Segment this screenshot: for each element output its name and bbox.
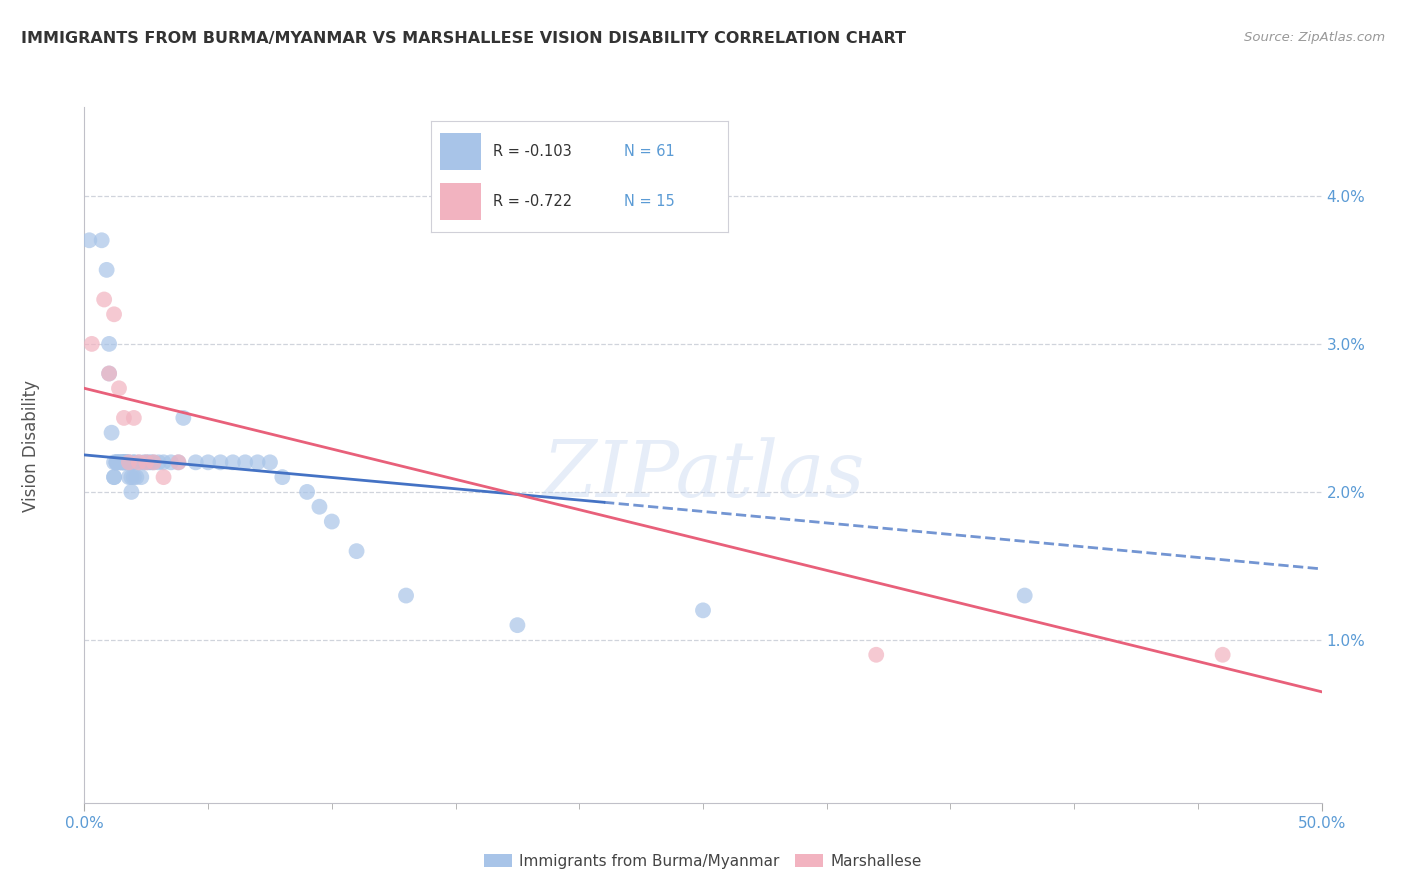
Point [112, 455, 135, 469]
Point [246, 455, 269, 469]
Point [142, 455, 165, 469]
Point [118, 455, 141, 469]
Point [98, 337, 121, 351]
Point [152, 470, 174, 484]
Point [118, 470, 141, 484]
Point [103, 470, 125, 484]
Point [108, 455, 131, 469]
Point [103, 470, 125, 484]
Point [93, 293, 115, 307]
Text: ZIPatlas: ZIPatlas [541, 438, 865, 514]
Point [308, 500, 330, 514]
Point [96, 263, 118, 277]
Text: Vision Disability: Vision Disability [22, 380, 39, 512]
Point [865, 648, 887, 662]
Point [100, 425, 122, 440]
Text: Source: ZipAtlas.com: Source: ZipAtlas.com [1244, 31, 1385, 45]
Point [222, 455, 245, 469]
Point [122, 455, 145, 469]
Point [105, 455, 128, 469]
Point [1212, 648, 1234, 662]
Point [105, 455, 128, 469]
Point [129, 470, 152, 484]
Point [108, 381, 131, 395]
Point [1014, 589, 1036, 603]
Point [395, 589, 418, 603]
Point [506, 618, 529, 632]
Point [142, 455, 165, 469]
Point [209, 455, 232, 469]
Point [148, 455, 170, 469]
Point [115, 455, 138, 469]
Point [80, 337, 103, 351]
Point [167, 455, 190, 469]
Point [98, 367, 121, 381]
Point [271, 470, 294, 484]
Point [118, 455, 141, 469]
Point [115, 455, 138, 469]
Point [172, 411, 194, 425]
Point [122, 411, 145, 425]
Point [103, 307, 125, 321]
Point [120, 484, 142, 499]
Point [118, 455, 141, 469]
Point [259, 455, 281, 469]
Point [132, 455, 155, 469]
Point [112, 455, 135, 469]
Point [112, 455, 135, 469]
Point [90, 233, 112, 247]
Point [112, 455, 135, 469]
Point [346, 544, 368, 558]
Point [135, 455, 157, 469]
Point [108, 455, 131, 469]
Point [197, 455, 219, 469]
Point [98, 367, 121, 381]
Point [115, 455, 138, 469]
Point [184, 455, 207, 469]
Legend: Immigrants from Burma/Myanmar, Marshallese: Immigrants from Burma/Myanmar, Marshalle… [478, 848, 928, 875]
Point [103, 455, 125, 469]
Point [128, 455, 150, 469]
Point [112, 411, 135, 425]
Point [160, 455, 183, 469]
Point [138, 455, 160, 469]
Point [295, 484, 318, 499]
Point [79, 233, 101, 247]
Point [120, 470, 142, 484]
Point [141, 455, 163, 469]
Point [692, 603, 714, 617]
Point [135, 455, 157, 469]
Point [125, 470, 148, 484]
Point [233, 455, 256, 469]
Point [152, 455, 174, 469]
Point [110, 455, 132, 469]
Point [122, 470, 145, 484]
Text: IMMIGRANTS FROM BURMA/MYANMAR VS MARSHALLESE VISION DISABILITY CORRELATION CHART: IMMIGRANTS FROM BURMA/MYANMAR VS MARSHAL… [21, 31, 905, 46]
Point [105, 455, 128, 469]
Point [167, 455, 190, 469]
Point [122, 455, 145, 469]
Point [128, 455, 150, 469]
Point [110, 455, 132, 469]
Point [110, 455, 132, 469]
Point [321, 515, 343, 529]
